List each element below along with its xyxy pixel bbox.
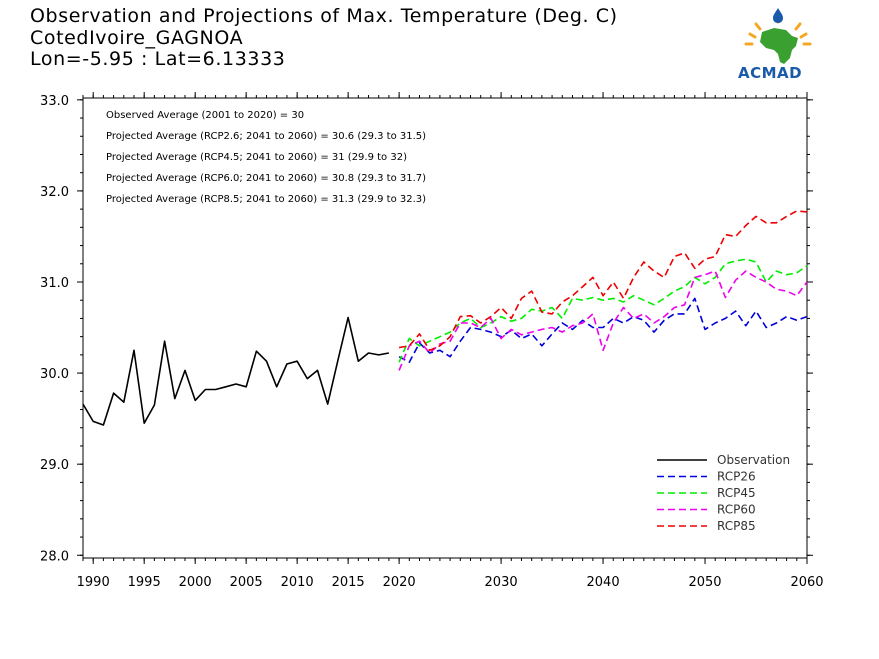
stat-line: Projected Average (RCP8.5; 2041 to 2060)… — [106, 194, 426, 205]
series-line-rcp45 — [398, 258, 808, 363]
x-tick-label: 1990 — [77, 575, 110, 590]
stat-line: Projected Average (RCP6.0; 2041 to 2060)… — [106, 173, 426, 184]
plot-frame — [82, 97, 808, 559]
series-layer — [82, 210, 808, 426]
y-tick-label: 28.0 — [40, 549, 69, 564]
legend-label: RCP85 — [717, 519, 756, 533]
series-line-rcp26 — [398, 297, 808, 364]
coordinates: Lon=-5.95 : Lat=6.13333 — [30, 48, 286, 70]
stats-box: Observed Average (2001 to 2020) = 30 Proj… — [106, 110, 426, 205]
chart-title: Observation and Projections of Max. Temp… — [30, 5, 618, 27]
x-tick-label: 2005 — [230, 575, 263, 590]
legend-label: RCP45 — [717, 486, 756, 500]
stat-line: Projected Average (RCP2.6; 2041 to 2060)… — [106, 131, 426, 142]
stat-line: Projected Average (RCP4.5; 2041 to 2060)… — [106, 152, 407, 163]
africa-map-icon — [760, 28, 798, 64]
y-tick-label: 30.0 — [40, 367, 69, 382]
stat-line: Observed Average (2001 to 2020) = 30 — [106, 110, 304, 121]
y-tick-label: 33.0 — [40, 94, 69, 109]
station-name: CotedIvoire_GAGNOA — [30, 26, 244, 49]
water-drop-icon — [773, 8, 783, 23]
series-line-rcp85 — [398, 210, 808, 352]
x-tick-label: 2060 — [790, 575, 823, 590]
logo-text: ACMAD — [738, 64, 803, 82]
x-tick-label: 2000 — [179, 575, 212, 590]
x-tick-label: 2010 — [281, 575, 314, 590]
acmad-logo — [744, 8, 812, 64]
title-block: Observation and Projections of Max. Temp… — [30, 5, 618, 71]
x-tick-label: 2050 — [688, 575, 721, 590]
y-tick-label: 31.0 — [40, 276, 69, 291]
legend-label: Observation — [717, 453, 790, 467]
legend: Observation RCP26 RCP45 RCP60 RCP85 — [657, 453, 790, 533]
x-tick-label: 2015 — [332, 575, 365, 590]
x-tick-label: 2020 — [383, 575, 416, 590]
x-tick-label: 2030 — [485, 575, 518, 590]
y-tick-label: 32.0 — [40, 185, 69, 200]
x-tick-label: 2040 — [587, 575, 620, 590]
legend-label: RCP60 — [717, 503, 756, 517]
x-tick-label: 1995 — [128, 575, 161, 590]
series-line-rcp60 — [398, 270, 808, 371]
y-tick-label: 29.0 — [40, 458, 69, 473]
legend-label: RCP26 — [717, 470, 756, 484]
series-line-observation — [82, 316, 390, 426]
axes: 28.0 29.0 30.0 31.0 32.0 33.0 1990 1995 2000 2005… — [40, 92, 824, 590]
